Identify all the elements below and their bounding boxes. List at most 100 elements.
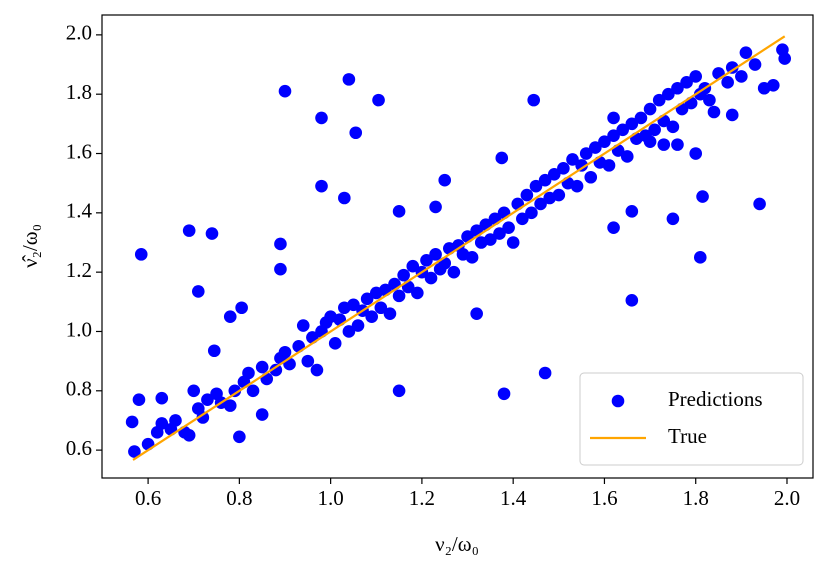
- x-tick-label: 0.6: [135, 486, 161, 510]
- point: [315, 179, 328, 193]
- point: [246, 384, 260, 398]
- point: [233, 430, 246, 444]
- point: [296, 319, 310, 332]
- point: [625, 294, 639, 307]
- point: [141, 437, 155, 451]
- point: [392, 384, 406, 398]
- point: [351, 319, 365, 332]
- point: [342, 325, 356, 338]
- point: [725, 108, 739, 122]
- point: [484, 233, 497, 246]
- point: [155, 417, 169, 430]
- point: [132, 393, 146, 406]
- point: [680, 76, 693, 89]
- point: [278, 84, 292, 98]
- point: [201, 393, 214, 406]
- point: [684, 96, 698, 110]
- point: [260, 372, 274, 386]
- point: [662, 87, 675, 101]
- point: [447, 265, 461, 279]
- point: [511, 197, 525, 211]
- point: [748, 58, 762, 71]
- point: [182, 428, 196, 442]
- point: [125, 415, 139, 429]
- point: [735, 70, 748, 83]
- point: [778, 52, 792, 65]
- legend-marker: [611, 394, 625, 408]
- point: [547, 167, 561, 181]
- point: [497, 206, 511, 220]
- point: [338, 191, 351, 205]
- point: [365, 310, 379, 323]
- point: [516, 212, 529, 226]
- point: [411, 286, 424, 300]
- point: [520, 188, 534, 202]
- y-tick-label: 2.0: [66, 21, 92, 45]
- point: [347, 298, 360, 312]
- legend-box: [579, 372, 804, 466]
- point: [557, 162, 570, 175]
- point: [235, 301, 248, 315]
- x-tick-label: 1.8: [683, 486, 709, 510]
- point: [223, 310, 237, 323]
- point: [552, 188, 566, 202]
- point: [429, 248, 442, 261]
- point: [128, 445, 141, 458]
- point: [328, 337, 342, 350]
- point: [616, 123, 630, 137]
- point: [634, 111, 648, 125]
- point: [383, 307, 397, 320]
- x-tick-label: 0.8: [226, 486, 252, 510]
- point: [589, 141, 602, 154]
- legend-label: Predictions: [668, 387, 763, 411]
- true-line: [132, 35, 786, 461]
- point: [584, 170, 598, 184]
- point: [575, 159, 588, 172]
- point: [525, 206, 538, 220]
- point: [602, 159, 616, 172]
- y-axis-label: ν̂₂/ω₀: [18, 224, 42, 268]
- point: [196, 411, 210, 424]
- point: [696, 190, 709, 203]
- point: [269, 363, 283, 377]
- point: [648, 123, 661, 137]
- point: [703, 93, 716, 107]
- point: [155, 391, 169, 405]
- point: [315, 111, 328, 125]
- point: [643, 135, 657, 148]
- plot-area: [125, 35, 792, 461]
- point: [712, 67, 725, 80]
- point: [534, 197, 547, 211]
- point: [392, 205, 406, 218]
- x-tick-label: 1.4: [500, 486, 527, 510]
- point: [538, 173, 552, 187]
- y-tick-label: 1.0: [66, 317, 92, 341]
- x-tick-label: 1.0: [318, 486, 344, 510]
- point: [406, 259, 420, 273]
- point: [278, 345, 292, 359]
- point: [666, 212, 680, 226]
- point: [134, 248, 148, 261]
- point: [470, 307, 483, 320]
- point: [739, 46, 753, 59]
- point: [502, 221, 515, 234]
- point: [625, 117, 639, 131]
- point: [671, 138, 684, 151]
- point: [666, 120, 680, 134]
- point: [497, 387, 511, 401]
- point: [766, 78, 780, 92]
- point: [283, 357, 296, 371]
- point: [625, 205, 639, 218]
- point: [191, 285, 205, 298]
- point: [274, 262, 287, 276]
- point: [438, 256, 452, 270]
- point: [620, 150, 634, 163]
- point: [397, 268, 410, 282]
- point: [242, 366, 255, 380]
- axes-frame: [101, 14, 814, 479]
- point: [753, 197, 766, 211]
- point: [607, 129, 620, 143]
- point: [538, 366, 552, 380]
- y-tick-label: 1.6: [66, 139, 92, 163]
- point: [671, 81, 684, 95]
